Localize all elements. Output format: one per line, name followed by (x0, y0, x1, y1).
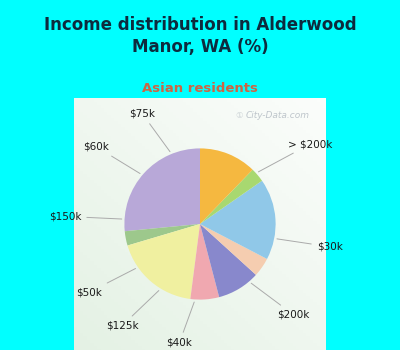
Text: ①: ① (235, 111, 243, 120)
Wedge shape (200, 148, 252, 224)
Wedge shape (200, 224, 267, 275)
Text: $125k: $125k (106, 290, 159, 331)
Text: Income distribution in Alderwood
Manor, WA (%): Income distribution in Alderwood Manor, … (44, 16, 356, 56)
Text: $200k: $200k (251, 283, 310, 320)
Wedge shape (190, 224, 219, 300)
Text: $50k: $50k (76, 268, 136, 297)
Wedge shape (125, 224, 200, 245)
Wedge shape (200, 170, 262, 224)
Wedge shape (124, 148, 200, 231)
Wedge shape (200, 224, 256, 297)
Text: $150k: $150k (49, 211, 122, 222)
Wedge shape (128, 224, 200, 299)
Text: $75k: $75k (129, 109, 170, 152)
Text: $60k: $60k (84, 142, 140, 174)
Text: $40k: $40k (166, 302, 194, 348)
Wedge shape (200, 181, 276, 259)
Text: City-Data.com: City-Data.com (245, 111, 309, 120)
Text: > $200k: > $200k (258, 139, 332, 172)
Text: Asian residents: Asian residents (142, 82, 258, 95)
Text: $30k: $30k (277, 239, 343, 252)
